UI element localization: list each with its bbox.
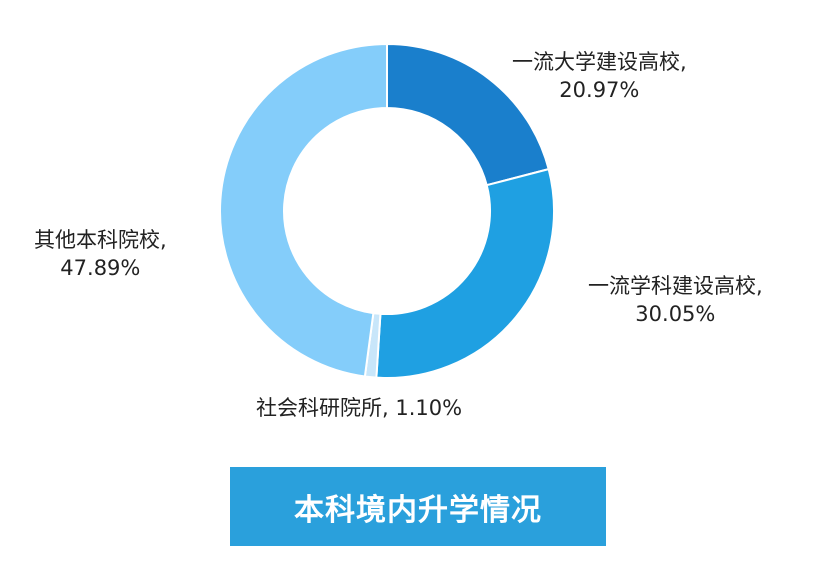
slice-label: 其他本科院校 [34,228,160,252]
label-first-class-discipline: 一流学科建设高校, 30.05% [588,274,763,326]
chart-title: 本科境内升学情况 [230,467,606,546]
slice-label: 社会科研院所 [256,396,382,420]
donut-slice-1 [375,167,555,379]
slice-value: 30.05% [635,302,716,326]
label-research-institutes: 社会科研院所, 1.10% [256,396,463,420]
slice-value: 20.97% [559,78,640,102]
slice-value: 1.10% [395,396,463,420]
slice-label: 一流学科建设高校 [588,274,756,298]
donut-slice-3 [219,42,388,378]
label-first-class-university: 一流大学建设高校, 20.97% [512,50,687,102]
label-other-universities: 其他本科院校, 47.89% [34,228,167,280]
slice-label: 一流大学建设高校 [512,50,680,74]
slice-value: 47.89% [60,256,141,280]
